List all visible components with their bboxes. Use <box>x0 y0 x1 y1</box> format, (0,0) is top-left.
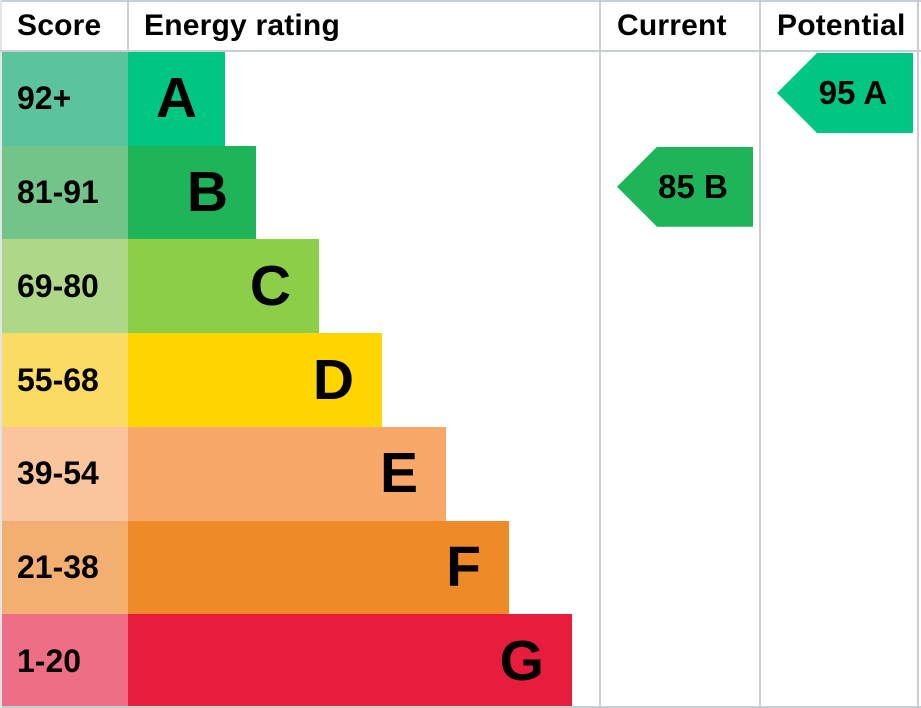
band-row: 1-20 G <box>0 614 921 708</box>
table-header-row: Score Energy rating Current Potential <box>0 0 921 52</box>
score-range-cell: 39-54 <box>0 426 128 521</box>
score-range-cell: 81-91 <box>0 145 128 240</box>
table-right-border <box>917 0 919 708</box>
potential-column-header: Potential <box>777 9 906 42</box>
band-row: 21-38 F <box>0 520 921 615</box>
rating-letter: E <box>379 441 418 506</box>
rating-bar: F <box>128 520 509 615</box>
score-column-divider <box>127 0 129 52</box>
current-column-header: Current <box>617 9 727 42</box>
rating-bar: A <box>128 52 225 146</box>
current-column-divider <box>599 0 601 708</box>
band-row: 69-80 C <box>0 239 921 334</box>
rating-bar: D <box>128 333 382 427</box>
score-range-label: 81-91 <box>17 174 99 211</box>
potential-rating-label: 95 A <box>818 74 888 111</box>
score-range-label: 69-80 <box>17 267 99 304</box>
rating-bar: B <box>128 145 256 240</box>
band-row: 39-54 E <box>0 426 921 521</box>
score-range-label: 92+ <box>17 80 72 117</box>
table-top-border <box>0 0 921 2</box>
score-range-cell: 21-38 <box>0 520 128 615</box>
rating-bands-table: 92+ A 81-91 B 69-80 C 55-68 D 39-54 <box>0 52 921 708</box>
current-rating-label: 85 B <box>658 167 728 205</box>
rating-bar: E <box>128 426 446 521</box>
band-row: 81-91 B <box>0 145 921 240</box>
table-bottom-border <box>0 706 921 708</box>
score-column-header: Score <box>17 9 102 42</box>
rating-letter: D <box>312 347 354 412</box>
score-range-cell: 1-20 <box>0 614 128 708</box>
score-range-label: 1-20 <box>17 642 82 679</box>
potential-column-divider <box>759 0 761 708</box>
rating-bar: G <box>128 614 572 708</box>
table-left-border <box>0 0 2 708</box>
rating-letter: C <box>249 253 291 318</box>
band-row: 92+ A <box>0 52 921 146</box>
score-range-label: 55-68 <box>17 361 99 398</box>
band-row: 55-68 D <box>0 333 921 427</box>
rating-letter: A <box>155 66 197 131</box>
rating-letter: F <box>446 534 481 599</box>
score-range-cell: 92+ <box>0 52 128 146</box>
score-range-cell: 69-80 <box>0 239 128 334</box>
score-range-label: 21-38 <box>17 548 99 585</box>
rating-letter: B <box>186 160 228 225</box>
score-range-label: 39-54 <box>17 455 99 492</box>
rating-bar: C <box>128 239 319 334</box>
header-divider <box>0 50 921 52</box>
rating-letter: G <box>499 628 544 693</box>
energy-rating-column-header: Energy rating <box>144 9 340 42</box>
score-range-cell: 55-68 <box>0 333 128 427</box>
